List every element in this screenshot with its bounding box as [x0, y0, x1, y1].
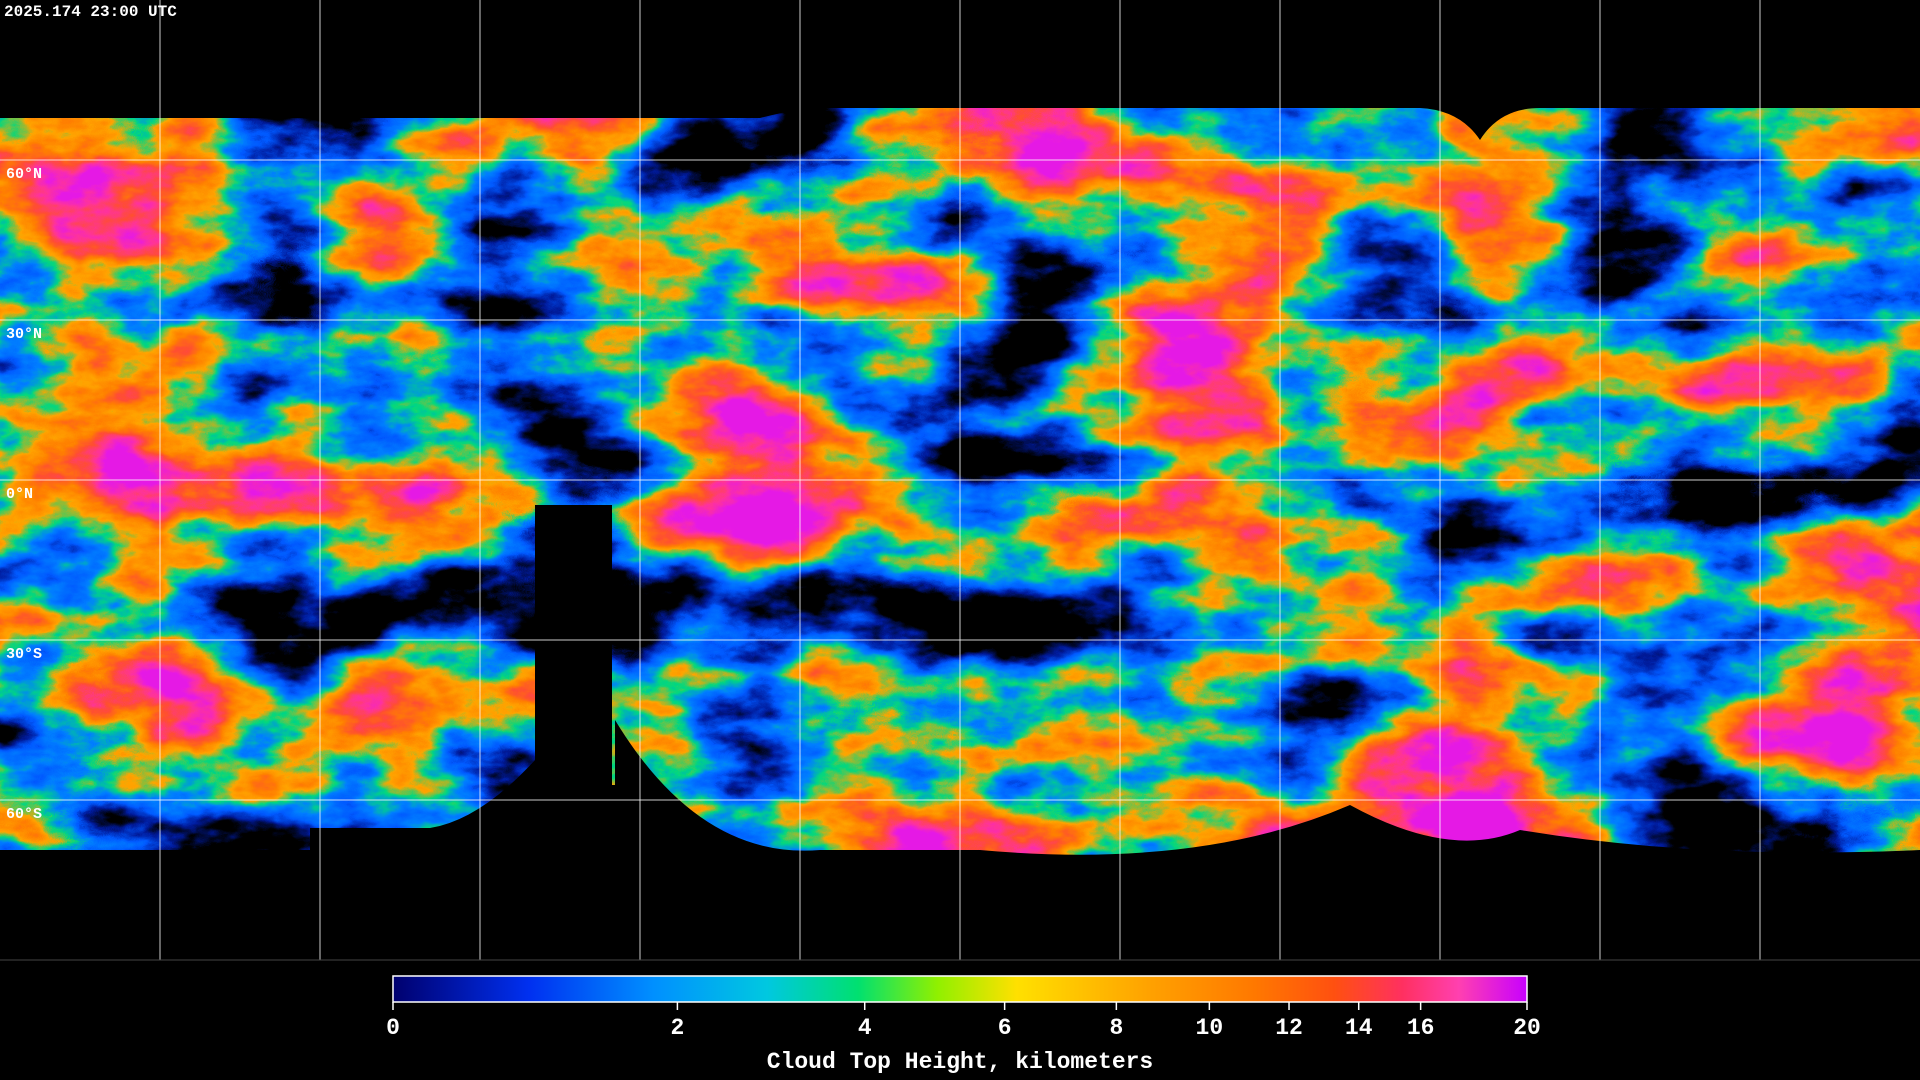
swath-gap [535, 505, 612, 795]
colorbar-tick-label: 4 [858, 1015, 872, 1041]
colorbar: Cloud Top Height, kilometers 0 2 4 6 8 10 12 14… [386, 975, 1541, 1075]
colorbar-tick-label: 2 [670, 1015, 684, 1041]
colorbar-tick-label: 16 [1407, 1015, 1435, 1041]
latitude-label: 60°N [6, 166, 42, 183]
latitude-label: 0°N [6, 486, 33, 503]
latitude-label: 30°S [6, 646, 42, 663]
colorbar-tick-label: 6 [998, 1015, 1012, 1041]
colorbar-tick-label: 10 [1196, 1015, 1224, 1041]
latitude-label: 30°N [6, 326, 42, 343]
colorbar-tick-label: 20 [1513, 1015, 1541, 1041]
colorbar-tick-label: 12 [1275, 1015, 1303, 1041]
colorbar-tick-label: 8 [1109, 1015, 1123, 1041]
colorbar-title: Cloud Top Height, kilometers [767, 1049, 1153, 1075]
timestamp: 2025.174 23:00 UTC [4, 3, 177, 21]
graticule: 60°N 30°N 0°N 30°S 60°S [0, 0, 1920, 961]
colorbar-tick-label: 14 [1345, 1015, 1373, 1041]
latitude-label: 60°S [6, 806, 42, 823]
colorbar-tick-label: 0 [386, 1015, 400, 1041]
colorbar-ramp [392, 975, 1528, 1003]
